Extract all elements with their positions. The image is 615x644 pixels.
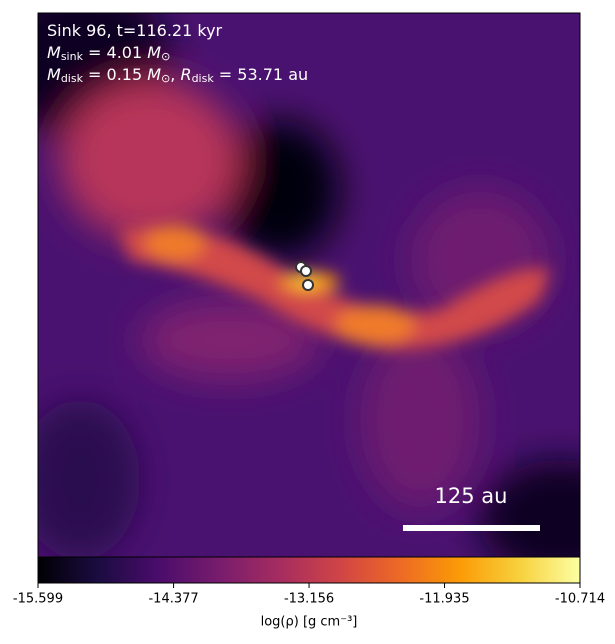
colorbar-tick-label: -15.599 (13, 592, 63, 607)
info-line: Msink = 4.01 M⊙ (47, 43, 170, 64)
colorbar-tick-label: -13.156 (284, 592, 334, 607)
info-text-part: , (170, 65, 180, 84)
info-text-part: disk (192, 72, 215, 85)
scale-bar-label: 125 au (435, 484, 508, 508)
sink-particles (295, 261, 314, 291)
scale-bar (403, 525, 540, 531)
info-text-part: M (47, 65, 61, 84)
colorbar-label: log(ρ) [g cm⁻³] (261, 615, 358, 630)
info-line: Sink 96, t=116.21 kyr (47, 21, 223, 40)
colorbar-tick-label: -11.935 (419, 592, 469, 607)
colorbar-tick-label: -14.377 (148, 592, 198, 607)
info-text-part: ⊙ (161, 50, 170, 63)
info-text-part: = 0.15 (83, 65, 147, 84)
info-text-part: Sink 96, t=116.21 kyr (47, 21, 223, 40)
info-text-part: R (180, 65, 191, 84)
info-text-part: ⊙ (161, 72, 170, 85)
info-text-part: disk (61, 72, 84, 85)
info-text-part: M (147, 43, 161, 62)
info-text-part: = 4.01 (83, 43, 147, 62)
colorbar (37, 556, 581, 584)
colorbar-tick-label: -10.714 (555, 592, 605, 607)
info-text-part: M (47, 43, 61, 62)
info-text-part: = 53.71 au (214, 65, 308, 84)
info-text-part: sink (61, 50, 84, 63)
density-map (38, 13, 580, 557)
info-text-part: M (147, 65, 161, 84)
info-line: Mdisk = 0.15 M⊙, Rdisk = 53.71 au (47, 65, 308, 86)
